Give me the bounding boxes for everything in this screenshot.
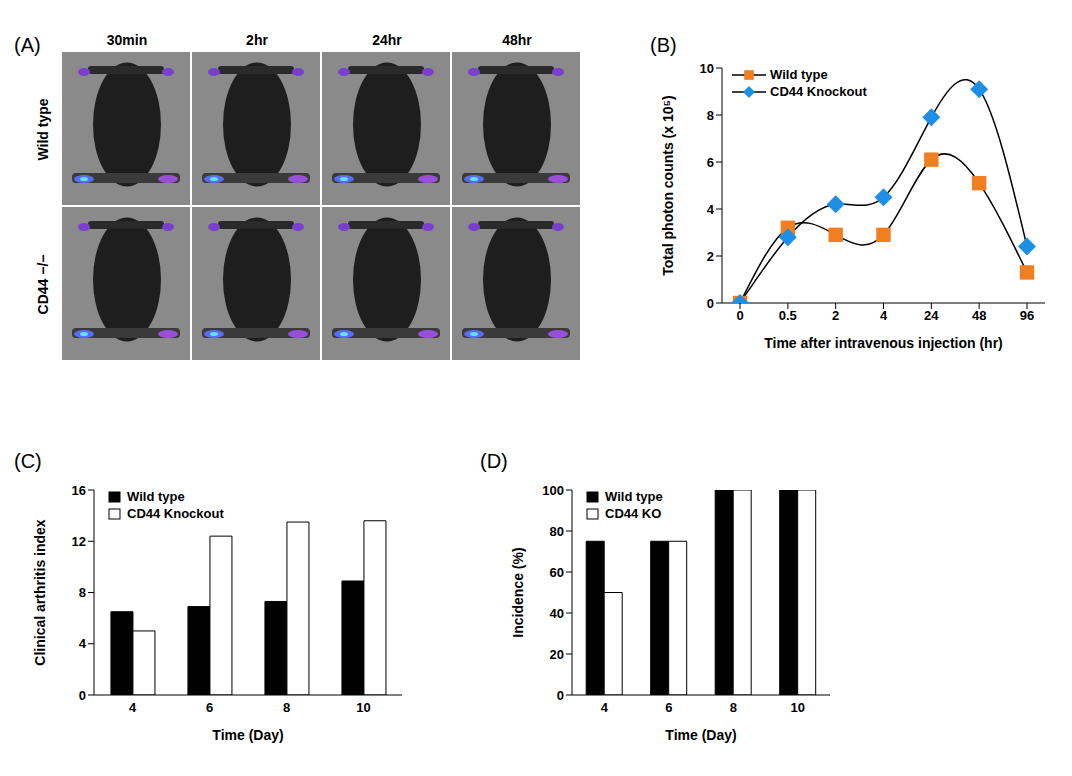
html-text:CD44 KO: CD44 KO [605, 506, 662, 521]
svg-text:96: 96 [1020, 308, 1034, 323]
svg-text:8: 8 [283, 700, 290, 715]
svg-text:24hr: 24hr [372, 32, 402, 48]
svg-text:Clinical arthritis index: Clinical arthritis index [32, 519, 48, 665]
svg-text:2: 2 [832, 308, 839, 323]
svg-text:10: 10 [791, 700, 805, 715]
svg-text:16: 16 [72, 483, 86, 498]
svg-text:40: 40 [550, 606, 564, 621]
svg-text:6: 6 [206, 700, 213, 715]
svg-text:12: 12 [72, 534, 86, 549]
svg-text:0: 0 [79, 688, 86, 703]
svg-text:10: 10 [700, 61, 714, 76]
svg-text:6: 6 [707, 155, 714, 170]
svg-text:Wild type: Wild type [35, 98, 51, 160]
svg-text:0: 0 [557, 688, 564, 703]
svg-text:8: 8 [707, 108, 714, 123]
svg-text:8: 8 [79, 585, 86, 600]
svg-text:2hr: 2hr [246, 32, 268, 48]
svg-text:8: 8 [730, 700, 737, 715]
svg-text:Time (Day): Time (Day) [665, 727, 736, 743]
html-text:Wild type: Wild type [605, 489, 663, 504]
svg-text:4: 4 [129, 700, 137, 715]
html-text:Wild type: Wild type [127, 489, 185, 504]
html-text:(D): (D) [480, 450, 508, 472]
svg-text:0.5: 0.5 [779, 308, 797, 323]
html-text:CD44 Knockout: CD44 Knockout [770, 84, 867, 99]
svg-text:60: 60 [550, 565, 564, 580]
svg-text:4: 4 [79, 636, 87, 651]
svg-text:10: 10 [356, 700, 370, 715]
svg-text:Incidence (%): Incidence (%) [510, 547, 526, 637]
html-text:(C): (C) [14, 450, 42, 472]
svg-text:100: 100 [542, 483, 564, 498]
svg-text:0: 0 [736, 308, 743, 323]
svg-text:Time (Day): Time (Day) [212, 727, 283, 743]
html-text:(B): (B) [650, 34, 677, 56]
svg-text:Time after intravenous injecti: Time after intravenous injection (hr) [764, 335, 1003, 351]
svg-text:30min: 30min [107, 32, 147, 48]
svg-text:2: 2 [707, 249, 714, 264]
html-text:Wild type: Wild type [770, 67, 828, 82]
svg-text:CD44 −/−: CD44 −/− [35, 255, 51, 315]
svg-text:48hr: 48hr [502, 32, 532, 48]
html-text:(A): (A) [14, 34, 41, 56]
svg-text:6: 6 [665, 700, 672, 715]
svg-text:Total photon counts (x 10⁵): Total photon counts (x 10⁵) [660, 95, 676, 276]
svg-text:4: 4 [601, 700, 609, 715]
svg-text:48: 48 [972, 308, 986, 323]
svg-text:4: 4 [880, 308, 888, 323]
svg-text:4: 4 [707, 202, 715, 217]
html-text:CD44 Knockout: CD44 Knockout [127, 506, 224, 521]
svg-text:80: 80 [550, 524, 564, 539]
svg-text:0: 0 [707, 296, 714, 311]
svg-text:24: 24 [924, 308, 939, 323]
svg-text:20: 20 [550, 647, 564, 662]
